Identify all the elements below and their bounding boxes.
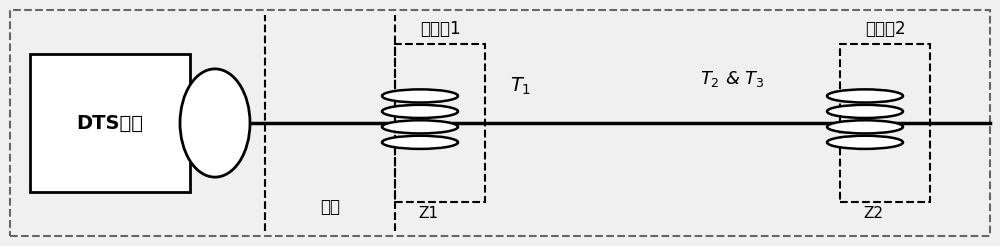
Ellipse shape [827,120,903,133]
Ellipse shape [382,120,458,133]
Text: 恒温槽2: 恒温槽2 [865,20,905,38]
Text: 盲区: 盲区 [320,199,340,216]
Ellipse shape [827,105,903,118]
Text: Z1: Z1 [418,206,438,221]
Text: $T_2$ & $T_3$: $T_2$ & $T_3$ [700,69,765,89]
Text: 恒温槽1: 恒温槽1 [420,20,460,38]
Text: $T_1$: $T_1$ [510,76,531,97]
Ellipse shape [180,69,250,177]
Ellipse shape [382,89,458,103]
Ellipse shape [827,136,903,149]
Text: DTS设备: DTS设备 [76,113,144,133]
Text: Z2: Z2 [863,206,883,221]
Ellipse shape [827,89,903,103]
Bar [395,44,485,202]
Ellipse shape [382,105,458,118]
Bar [840,44,930,202]
Bar [30,54,190,192]
Ellipse shape [382,136,458,149]
